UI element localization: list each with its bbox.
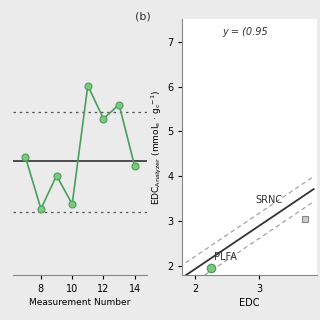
Text: SRNC: SRNC xyxy=(255,195,283,205)
X-axis label: Measurement Number: Measurement Number xyxy=(29,298,131,308)
Text: (b): (b) xyxy=(135,12,151,21)
Text: y = (0.95: y = (0.95 xyxy=(223,27,268,37)
X-axis label: EDC: EDC xyxy=(239,298,260,308)
Text: PLFA: PLFA xyxy=(214,252,237,262)
Y-axis label: EDC$_\mathregular{Analyzer}$ (mmol$_\mathregular{e}$ · g$_\mathregular{c}$$^{-1}: EDC$_\mathregular{Analyzer}$ (mmol$_\mat… xyxy=(150,90,164,205)
